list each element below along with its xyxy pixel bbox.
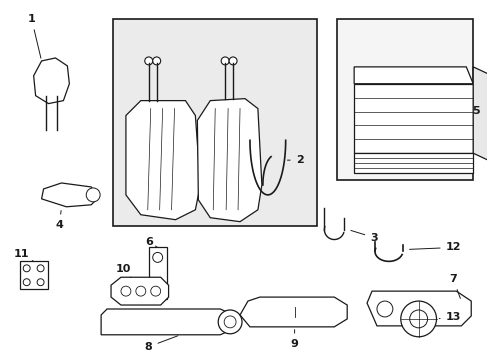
Polygon shape xyxy=(366,291,470,326)
Polygon shape xyxy=(41,183,99,207)
Polygon shape xyxy=(240,297,346,327)
Text: 6: 6 xyxy=(144,237,157,247)
Polygon shape xyxy=(111,277,168,305)
Circle shape xyxy=(136,286,145,296)
Circle shape xyxy=(152,57,161,65)
Circle shape xyxy=(37,265,44,272)
Text: 1: 1 xyxy=(28,14,41,58)
Circle shape xyxy=(23,265,30,272)
Polygon shape xyxy=(126,100,200,220)
Circle shape xyxy=(152,252,163,262)
Text: 7: 7 xyxy=(448,274,459,298)
Circle shape xyxy=(221,57,229,65)
Text: 10: 10 xyxy=(115,264,131,277)
Text: 2: 2 xyxy=(287,155,303,165)
Polygon shape xyxy=(472,67,487,160)
Polygon shape xyxy=(353,84,472,153)
Polygon shape xyxy=(101,309,238,335)
Text: 11: 11 xyxy=(14,249,34,261)
Circle shape xyxy=(150,286,161,296)
Text: 3: 3 xyxy=(350,230,377,243)
Circle shape xyxy=(400,301,436,337)
Circle shape xyxy=(218,310,242,334)
Polygon shape xyxy=(197,99,262,222)
Polygon shape xyxy=(353,153,472,173)
Text: 5: 5 xyxy=(471,105,479,116)
Text: 8: 8 xyxy=(144,336,178,352)
Circle shape xyxy=(229,57,237,65)
Bar xyxy=(148,247,166,299)
Bar xyxy=(20,261,47,289)
Polygon shape xyxy=(34,58,69,104)
Bar xyxy=(336,19,471,180)
Text: 4: 4 xyxy=(56,211,63,230)
Circle shape xyxy=(224,316,236,328)
Circle shape xyxy=(37,279,44,286)
Circle shape xyxy=(376,301,392,317)
Polygon shape xyxy=(353,67,472,84)
Circle shape xyxy=(23,279,30,286)
Text: 9: 9 xyxy=(290,330,298,349)
Bar xyxy=(113,19,317,226)
Circle shape xyxy=(121,286,131,296)
Circle shape xyxy=(86,188,100,202)
Text: 12: 12 xyxy=(408,243,460,252)
Circle shape xyxy=(144,57,152,65)
Text: 13: 13 xyxy=(438,312,460,322)
Circle shape xyxy=(409,310,427,328)
